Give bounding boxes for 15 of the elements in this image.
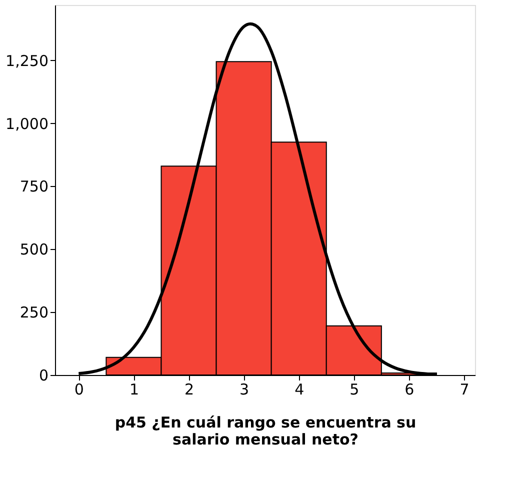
x-tick-label: 4: [294, 380, 304, 398]
x-axis-title: p45 ¿En cuál rango se encuentra su salario mensual neto?: [114, 414, 416, 448]
x-tick-label: 7: [460, 380, 470, 398]
x-tick-label: 3: [240, 380, 250, 398]
x-tick-label: 5: [350, 380, 360, 398]
y-tick-label: 1,250: [6, 52, 48, 70]
x-tick-label: 6: [404, 380, 414, 398]
y-tick-label: 250: [20, 304, 48, 322]
y-tick-label: 1,000: [6, 114, 48, 133]
y-tick-label: 500: [20, 240, 48, 259]
y-tick-label: 750: [20, 178, 48, 196]
y-tick-label: 0: [38, 366, 48, 384]
x-tick-label: 0: [74, 380, 84, 398]
x-tick-label: 1: [129, 380, 139, 398]
x-tick-label: 2: [184, 380, 194, 398]
